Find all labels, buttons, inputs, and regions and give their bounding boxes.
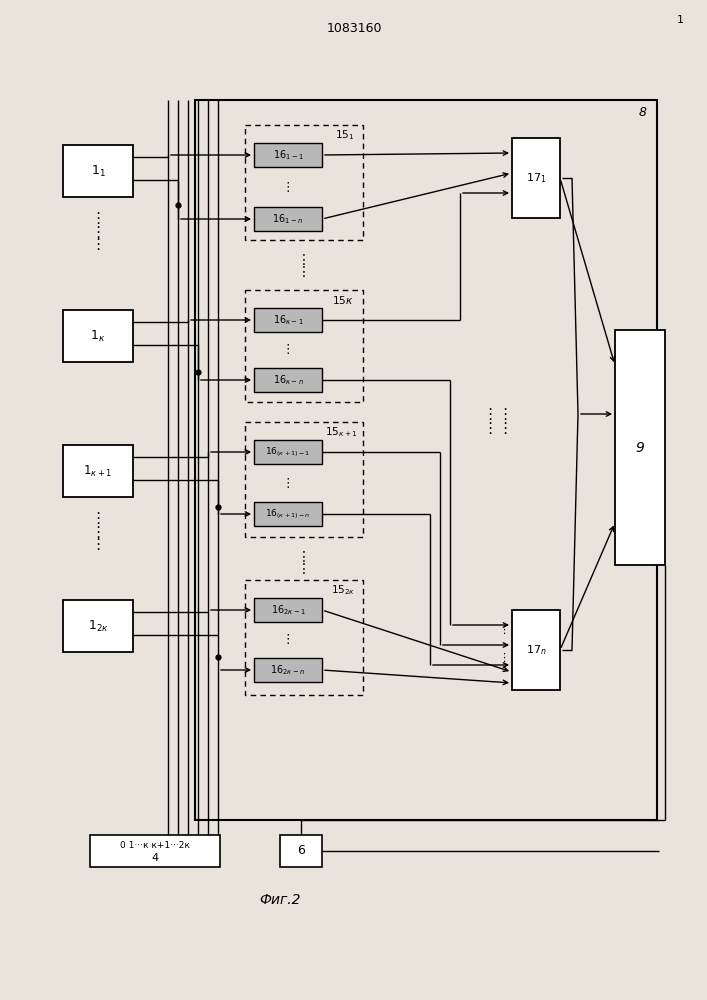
Text: ⋮: ⋮ [498,653,510,663]
Text: ⋮: ⋮ [498,420,513,436]
Bar [254,143,322,167]
Bar [245,580,363,695]
Bar [512,610,560,690]
Text: ⋮: ⋮ [498,625,510,635]
Bar [245,125,363,240]
Text: $15_{2к}$: $15_{2к}$ [331,583,355,597]
Text: 4: 4 [151,853,158,863]
Bar [195,100,657,820]
Bar [254,207,322,231]
Bar [254,598,322,622]
Text: $15_{к+1}$: $15_{к+1}$ [325,425,357,439]
Text: ⋮: ⋮ [90,237,105,252]
Bar [63,445,133,497]
Text: ⋮: ⋮ [297,253,311,267]
Text: $16_{1-n}$: $16_{1-n}$ [272,212,303,226]
Text: $16_{(к+1)-1}$: $16_{(к+1)-1}$ [265,445,310,459]
Text: ⋮: ⋮ [282,180,294,194]
Text: $17_n$: $17_n$ [526,643,547,657]
Bar [254,502,322,526]
Text: $15_1$: $15_1$ [335,128,355,142]
Text: ⋮: ⋮ [297,550,311,564]
Text: $1_1$: $1_1$ [90,163,105,179]
Text: ⋮: ⋮ [90,538,105,552]
Text: ⋮: ⋮ [498,408,513,422]
Bar [254,440,322,464]
Text: ⋮: ⋮ [90,524,105,540]
Bar [63,600,133,652]
Text: ⋮: ⋮ [90,212,105,227]
Text: 6: 6 [297,844,305,857]
Bar [63,145,133,197]
Text: $17_1$: $17_1$ [526,171,547,185]
Text: $16_{2к-1}$: $16_{2к-1}$ [271,603,305,617]
Text: ⋮: ⋮ [482,408,498,422]
Text: $15к$: $15к$ [332,294,354,306]
Text: 8: 8 [639,106,647,119]
Text: $16_{1-1}$: $16_{1-1}$ [273,148,303,162]
Text: 1083160: 1083160 [326,21,382,34]
Bar [512,138,560,218]
Text: ⋮: ⋮ [90,225,105,239]
Text: 9: 9 [636,440,645,454]
Text: $1_{к+1}$: $1_{к+1}$ [83,463,112,479]
Text: $1_к$: $1_к$ [90,328,105,344]
Bar [245,290,363,402]
Text: $1_{2к}$: $1_{2к}$ [88,618,108,634]
Text: ⋮: ⋮ [282,634,294,647]
Text: ⋮: ⋮ [90,512,105,526]
Text: ⋮: ⋮ [297,562,311,576]
Text: ⋮: ⋮ [282,477,294,489]
Bar [254,308,322,332]
Text: $16_{к-n}$: $16_{к-n}$ [273,373,303,387]
Bar [90,835,220,867]
Text: ⋮: ⋮ [282,344,294,357]
Text: 1: 1 [677,15,684,25]
Bar [615,330,665,565]
Text: $16_{к-1}$: $16_{к-1}$ [273,313,303,327]
Bar [63,310,133,362]
Bar [280,835,322,867]
Bar [254,368,322,392]
Bar [254,658,322,682]
Text: ⋮: ⋮ [482,420,498,436]
Text: 0 1···к к+1···2к: 0 1···к к+1···2к [120,842,190,850]
Text: ⋮: ⋮ [297,265,311,279]
Text: Фиг.2: Фиг.2 [259,893,300,907]
Bar [245,422,363,537]
Text: $16_{(к+1)-n}$: $16_{(к+1)-n}$ [265,507,310,521]
Text: $16_{2к-n}$: $16_{2к-n}$ [270,663,305,677]
